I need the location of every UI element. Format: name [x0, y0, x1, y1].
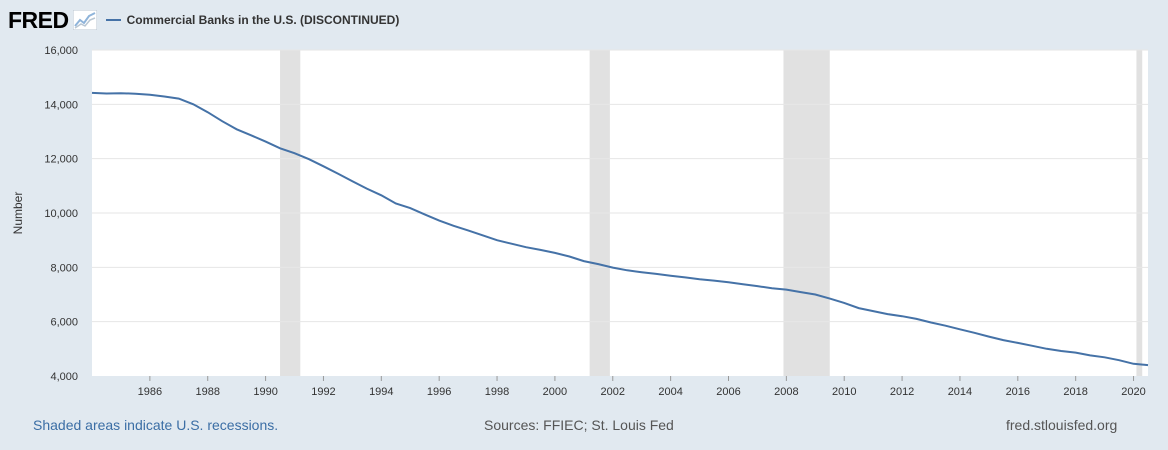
gridlines — [92, 49, 1148, 323]
sources-note: Sources: FFIEC; St. Louis Fed — [484, 417, 674, 433]
x-tick-label: 2002 — [601, 386, 625, 398]
y-tick-label: 14,000 — [44, 99, 78, 111]
x-tick-label: 1998 — [485, 386, 509, 398]
x-tick-label: 1996 — [427, 386, 451, 398]
x-tick-label: 2000 — [543, 386, 567, 398]
fred-logo[interactable]: FRED — [8, 7, 69, 33]
x-axis: 1986 1988 1990 1992 1994 1996 1998 2000 2002 2004… — [138, 376, 1146, 398]
x-tick-label: 1990 — [253, 386, 277, 398]
series-line[interactable] — [91, 91, 1149, 367]
x-tick-label: 2016 — [1006, 386, 1030, 398]
chart-legend[interactable]: Commercial Banks in the U.S. (DISCONTINU… — [105, 13, 400, 27]
x-tick-label: 1986 — [138, 386, 162, 398]
y-tick-label: 4,000 — [50, 371, 78, 383]
x-tick-label: 2020 — [1121, 386, 1145, 398]
recession-note-link[interactable]: Shaded areas indicate U.S. recessions. — [33, 417, 279, 433]
x-tick-label: 2006 — [716, 386, 740, 398]
y-axis: 4,000 6,000 8,000 10,000 12,000 14,000 16,000 — [44, 45, 78, 383]
legend-series-label: Commercial Banks in the U.S. (DISCONTINU… — [126, 13, 400, 27]
y-tick-label: 10,000 — [44, 208, 78, 220]
x-tick-label: 2004 — [658, 386, 682, 398]
y-tick-label: 12,000 — [44, 154, 78, 166]
y-tick-label: 8,000 — [50, 262, 78, 274]
x-tick-label: 1988 — [195, 386, 219, 398]
x-tick-label: 1994 — [369, 386, 393, 398]
x-tick-label: 2008 — [774, 386, 798, 398]
y-axis-title: Number — [11, 192, 25, 235]
x-tick-label: 2018 — [1063, 386, 1087, 398]
site-url[interactable]: fred.stlouisfed.org — [1006, 417, 1118, 433]
x-tick-label: 1992 — [311, 386, 335, 398]
x-tick-label: 2014 — [948, 386, 972, 398]
x-tick-label: 2010 — [832, 386, 856, 398]
y-tick-label: 16,000 — [44, 45, 78, 57]
chart-header: FRED Commercial Banks in the U.S. (DISCO… — [8, 6, 399, 34]
legend-line-swatch — [105, 19, 121, 21]
y-tick-label: 6,000 — [50, 317, 78, 329]
x-tick-label: 2012 — [890, 386, 914, 398]
fred-logo-graph-icon — [72, 10, 97, 30]
